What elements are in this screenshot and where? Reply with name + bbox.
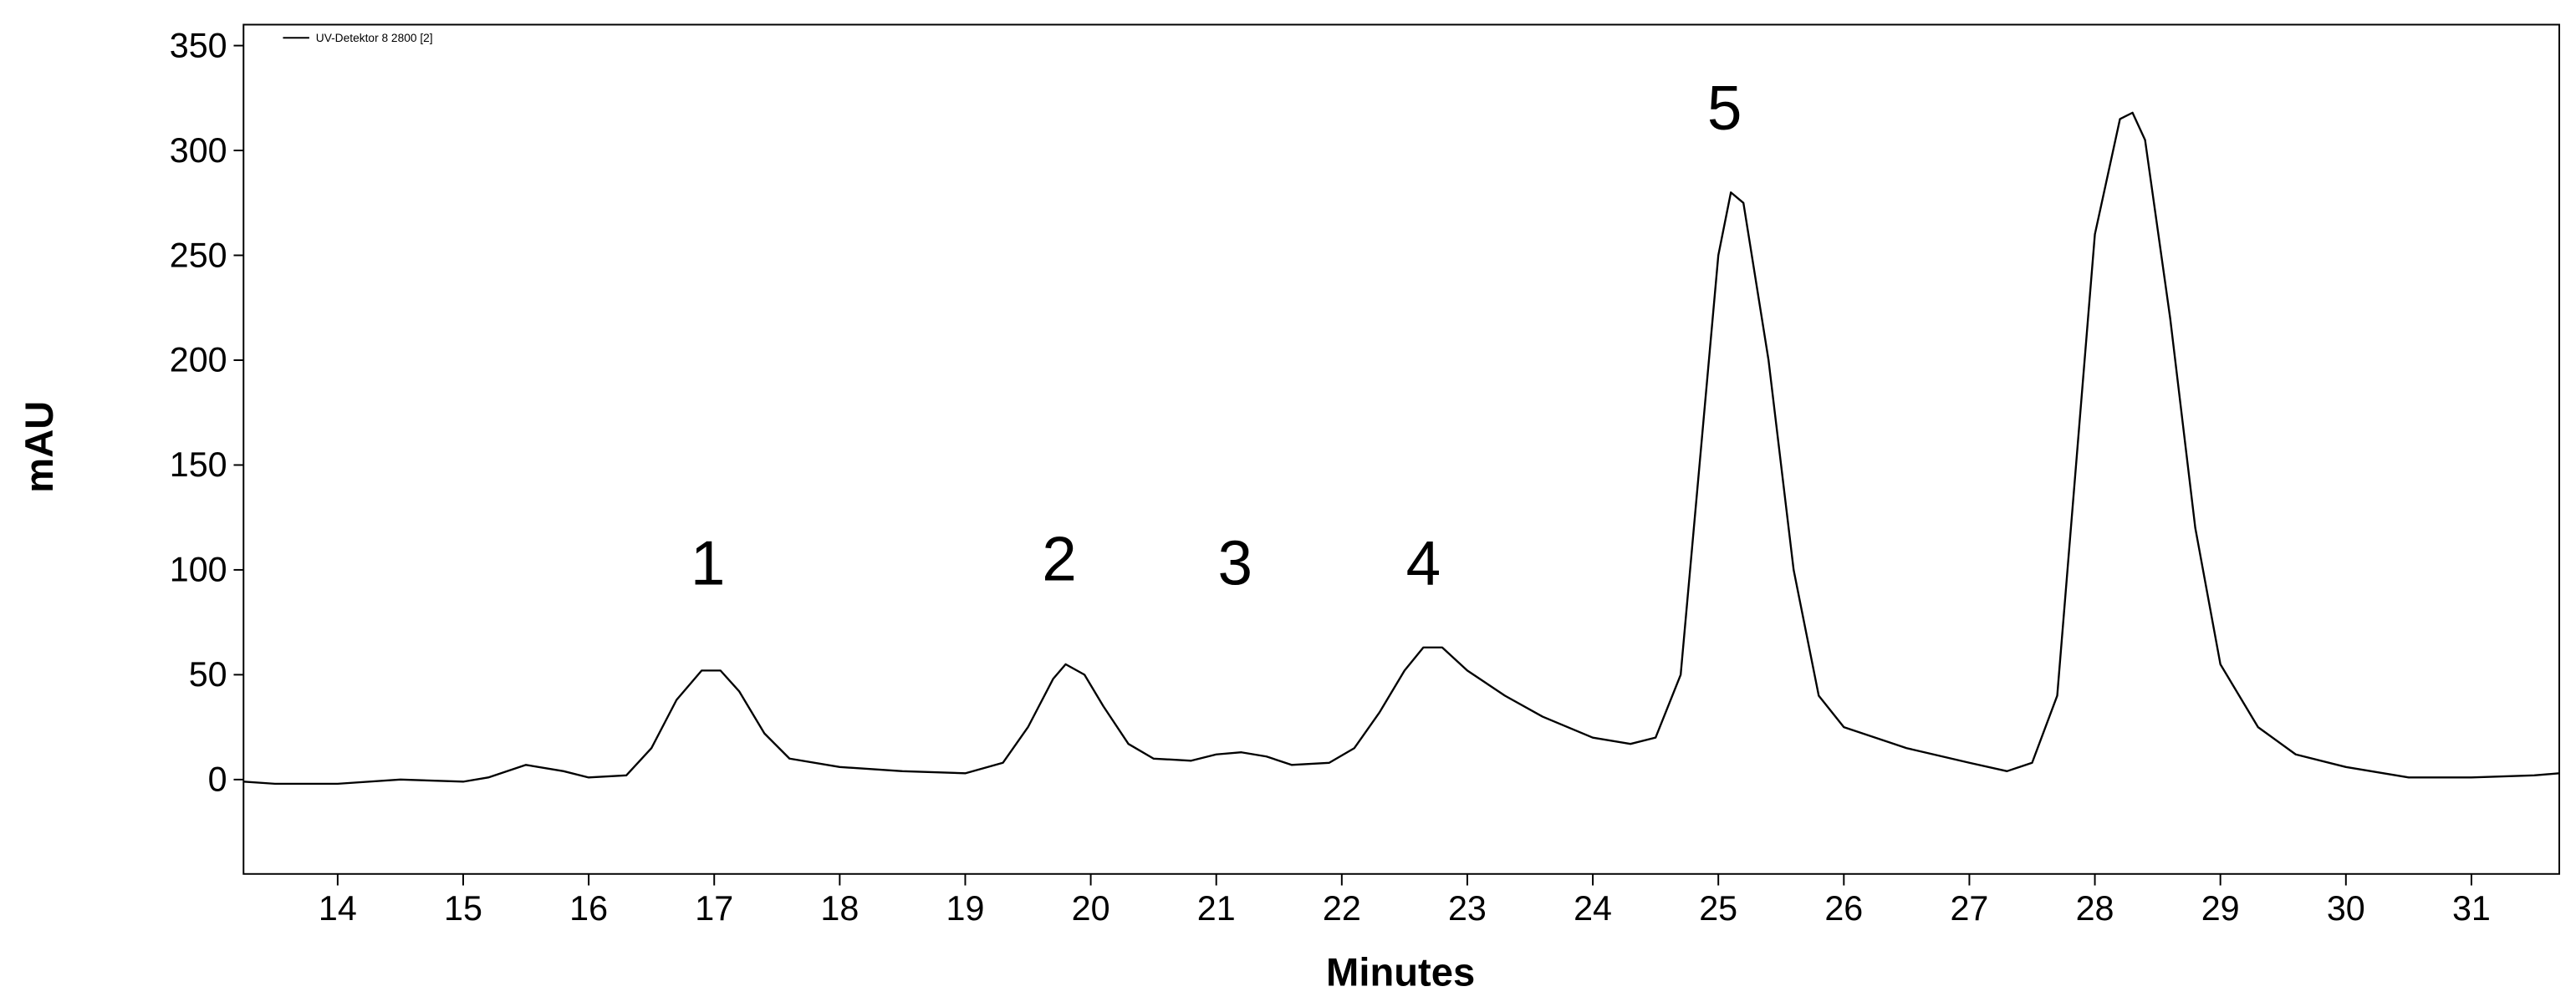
peak-label: 4 bbox=[1406, 527, 1441, 598]
x-tick-label: 25 bbox=[1699, 889, 1737, 928]
y-tick-label: 150 bbox=[170, 445, 227, 484]
x-tick-label: 24 bbox=[1574, 889, 1612, 928]
y-axis-title: mAU bbox=[17, 401, 61, 493]
x-tick-label: 19 bbox=[946, 889, 985, 928]
x-tick-label: 22 bbox=[1323, 889, 1361, 928]
x-axis-title: Minutes bbox=[1326, 949, 1475, 994]
y-tick-label: 200 bbox=[170, 341, 227, 379]
x-tick-label: 29 bbox=[2201, 889, 2240, 928]
x-tick-label: 23 bbox=[1448, 889, 1487, 928]
x-tick-label: 27 bbox=[1950, 889, 1988, 928]
plot-frame bbox=[242, 23, 2560, 875]
y-tick-label: 50 bbox=[189, 655, 227, 694]
x-tick-label: 16 bbox=[569, 889, 608, 928]
peak-label: 3 bbox=[1217, 527, 1252, 598]
x-tick-label: 26 bbox=[1824, 889, 1863, 928]
y-tick-label: 350 bbox=[170, 26, 227, 64]
x-tick-label: 14 bbox=[319, 889, 357, 928]
peak-label: 2 bbox=[1042, 523, 1077, 593]
legend-label: UV-Detektor 8 2800 [2] bbox=[316, 32, 433, 44]
x-tick-label: 30 bbox=[2327, 889, 2365, 928]
x-tick-label: 28 bbox=[2076, 889, 2114, 928]
line-series bbox=[243, 111, 2560, 786]
y-tick-label: 100 bbox=[170, 551, 227, 589]
x-tick-label: 21 bbox=[1197, 889, 1236, 928]
y-tick-label: 250 bbox=[170, 236, 227, 274]
x-tick-label: 18 bbox=[820, 889, 859, 928]
x-tick-label: 31 bbox=[2452, 889, 2491, 928]
x-tick-label: 20 bbox=[1072, 889, 1110, 928]
peak-label: 1 bbox=[691, 527, 726, 598]
x-tick-label: 15 bbox=[444, 889, 482, 928]
peak-label: 5 bbox=[1707, 73, 1742, 143]
y-tick-label: 300 bbox=[170, 131, 227, 170]
y-tick-label: 0 bbox=[208, 760, 227, 799]
x-tick-label: 17 bbox=[695, 889, 733, 928]
